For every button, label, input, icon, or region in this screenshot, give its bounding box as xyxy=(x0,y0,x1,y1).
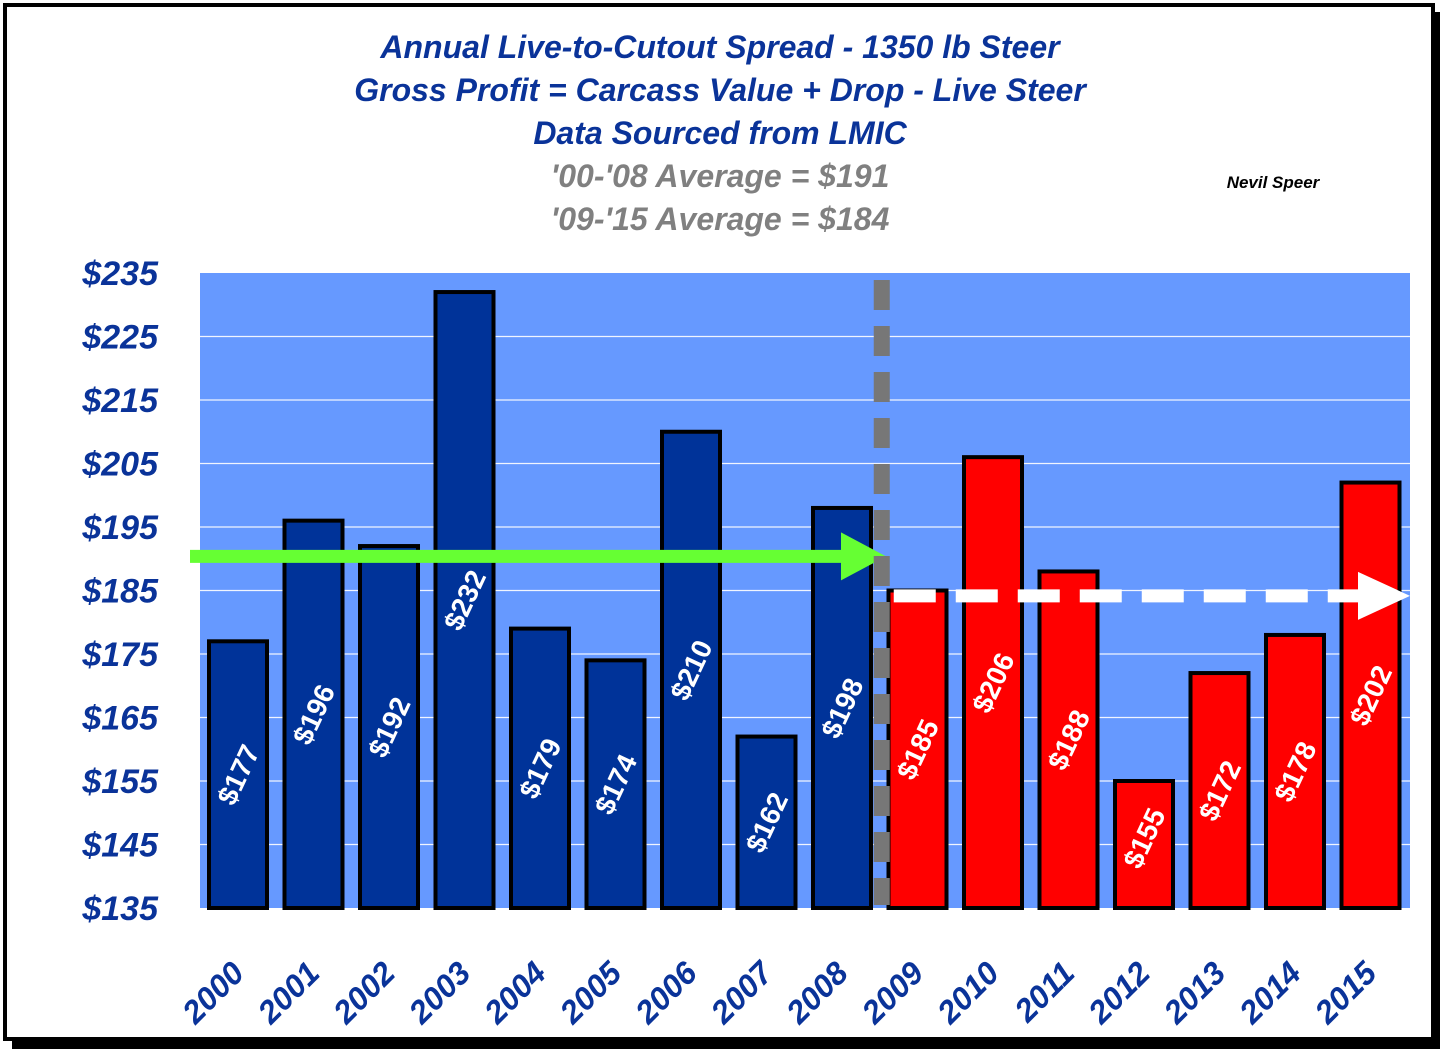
green-arrow-head xyxy=(841,532,886,581)
bar xyxy=(1264,632,1326,910)
white-arrow-head xyxy=(1358,571,1410,620)
y-tick-label: $185 xyxy=(81,573,159,611)
bar xyxy=(1188,671,1251,910)
x-tick-label: 2013 xyxy=(1156,954,1233,1031)
x-tick-label: 2009 xyxy=(854,954,931,1031)
y-tick-label: $195 xyxy=(81,509,159,547)
x-tick-label: 2012 xyxy=(1080,954,1157,1031)
bar xyxy=(433,290,496,910)
y-tick-label: $145 xyxy=(81,827,159,865)
bars xyxy=(207,290,1402,911)
chart-title-line-3: Data Sourced from LMIC xyxy=(533,115,907,151)
average-line-1: '00-'08 Average = $191 xyxy=(551,158,890,194)
x-tick-label: 2015 xyxy=(1307,954,1384,1031)
bar xyxy=(509,626,571,910)
bar xyxy=(1037,569,1100,910)
bar xyxy=(207,639,269,910)
x-tick-label: 2006 xyxy=(627,954,704,1031)
chart-title-line-2: Gross Profit = Carcass Value + Drop - Li… xyxy=(354,72,1087,108)
x-axis-tick-labels: 2000 2001 2002 2003 2004 2005 2006 2007 2008 2009… xyxy=(174,953,1384,1031)
y-tick-label: $135 xyxy=(81,890,159,928)
chart-title-line-1: Annual Live-to-Cutout Spread - 1350 lb S… xyxy=(379,29,1061,65)
bar xyxy=(735,734,798,910)
bar xyxy=(886,588,949,910)
x-tick-label: 2008 xyxy=(778,954,855,1031)
bar xyxy=(962,455,1024,910)
bar xyxy=(1113,779,1175,910)
bar xyxy=(660,429,722,910)
average-line-2: '09-'15 Average = $184 xyxy=(551,201,890,237)
x-tick-label: 2007 xyxy=(703,953,781,1031)
x-tick-label: 2010 xyxy=(929,954,1006,1031)
x-tick-label: 2005 xyxy=(552,954,629,1031)
y-tick-label: $235 xyxy=(81,255,159,293)
y-tick-label: $165 xyxy=(81,700,159,738)
y-tick-label: $225 xyxy=(81,319,159,357)
x-tick-label: 2000 xyxy=(174,954,251,1031)
bar xyxy=(584,658,647,910)
average-overlays xyxy=(190,280,1410,905)
x-tick-label: 2011 xyxy=(1007,954,1082,1029)
y-tick-label: $205 xyxy=(81,446,159,484)
author-credit: Nevil Speer xyxy=(1227,173,1321,192)
y-tick-label: $175 xyxy=(81,636,159,674)
bar xyxy=(282,518,345,911)
x-tick-label: 2001 xyxy=(250,954,327,1031)
bar xyxy=(358,544,420,910)
x-tick-label: 2002 xyxy=(325,954,402,1031)
y-tick-label: $155 xyxy=(81,763,159,801)
x-tick-label: 2003 xyxy=(401,954,478,1031)
x-tick-label: 2004 xyxy=(476,954,553,1031)
bar xyxy=(811,505,873,910)
bar xyxy=(1339,480,1402,910)
y-axis-tick-labels: $135 $145 $155 $165 $175 $185 $195 $205 $215 $225… xyxy=(81,255,159,928)
y-tick-label: $215 xyxy=(81,382,159,420)
x-tick-label: 2014 xyxy=(1231,954,1308,1031)
chart-titles: Annual Live-to-Cutout Spread - 1350 lb S… xyxy=(354,29,1320,237)
